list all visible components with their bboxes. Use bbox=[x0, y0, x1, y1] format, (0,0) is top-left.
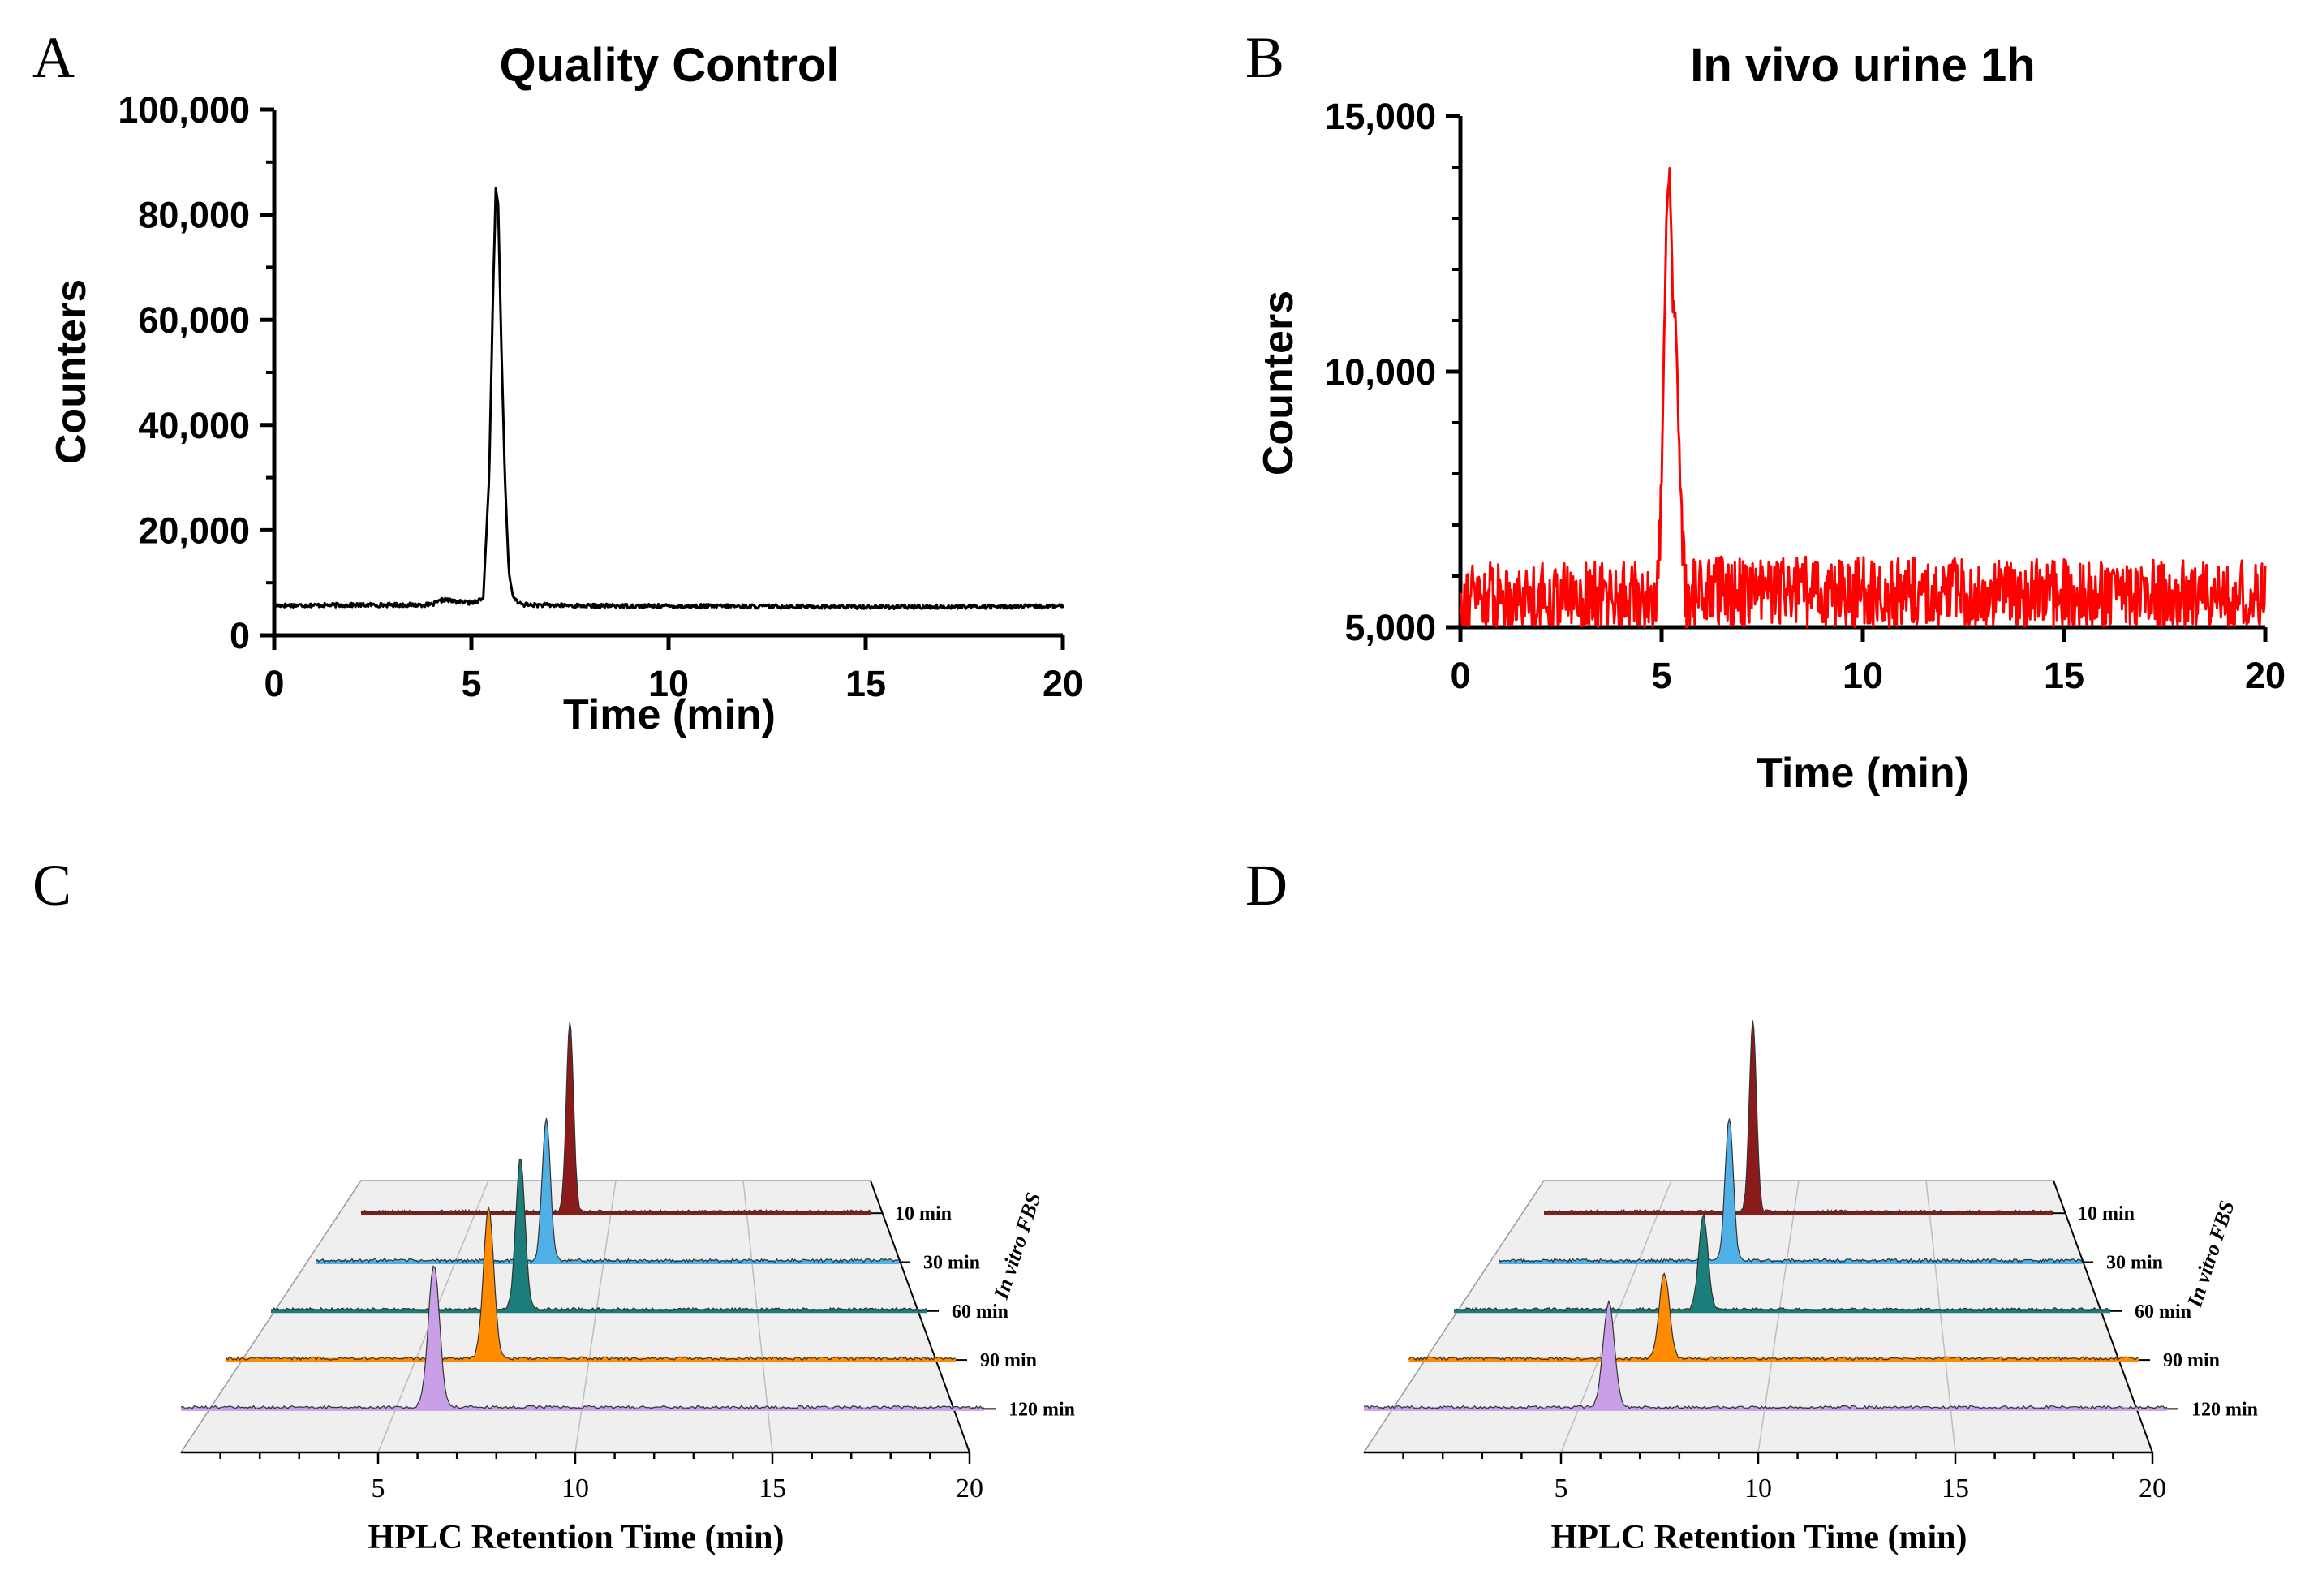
series-trace bbox=[1408, 1272, 2139, 1362]
x-tick-label: 5 bbox=[1555, 1473, 1568, 1504]
series-label: 10 min bbox=[895, 1203, 952, 1224]
series-label: 60 min bbox=[2135, 1301, 2191, 1323]
chart-b-xlabel: Time (min) bbox=[1757, 750, 1969, 797]
chart-c-xlabel: HPLC Retention Time (min) bbox=[368, 1519, 785, 1556]
waterfall-floor bbox=[179, 1180, 971, 1453]
y-tick-label: 5,000 bbox=[1344, 607, 1436, 648]
series-label: 10 min bbox=[2078, 1203, 2135, 1224]
series-trace bbox=[1453, 1214, 2111, 1312]
y-tick-label: 10,000 bbox=[1324, 351, 1436, 393]
panel-letter-b: B bbox=[1245, 25, 1284, 90]
panel-letter-a: A bbox=[32, 25, 75, 90]
x-tick-label: 0 bbox=[264, 663, 284, 704]
chart-d-waterfall: 5 10 15 20 10 min 30 min 60 min 90 min 120 min bbox=[1362, 1020, 2258, 1504]
y-tick-label: 40,000 bbox=[138, 405, 250, 446]
chart-a-plot-area bbox=[273, 187, 1064, 610]
x-tick-label: 0 bbox=[1450, 655, 1470, 696]
x-tick-label: 5 bbox=[1651, 655, 1671, 696]
x-tick-label: 15 bbox=[759, 1473, 786, 1504]
x-tick-label: 10 bbox=[561, 1473, 589, 1504]
chart-d-xlabel: HPLC Retention Time (min) bbox=[1551, 1519, 1967, 1556]
series-trace bbox=[316, 1117, 900, 1263]
series-line bbox=[273, 187, 1064, 610]
x-tick-label: 15 bbox=[2044, 655, 2084, 696]
chart-b-title: In vivo urine 1h bbox=[1690, 39, 2035, 92]
x-tick-label: 10 bbox=[1843, 655, 1883, 696]
y-tick-label: 20,000 bbox=[138, 510, 250, 551]
chart-d: 5 10 15 20 10 min 30 min 60 min 90 min 120 min H… bbox=[1362, 1020, 2258, 1556]
series-trace bbox=[360, 1022, 871, 1215]
series-trace bbox=[226, 1206, 956, 1362]
series-trace bbox=[270, 1159, 928, 1312]
chart-a-ylabel: Counters bbox=[48, 279, 95, 464]
series-trace bbox=[1363, 1299, 2168, 1410]
chart-c-zlabel: In vitro FBS bbox=[989, 1189, 1046, 1302]
chart-b-plot-area bbox=[1459, 167, 2267, 629]
x-tick-label: 10 bbox=[648, 663, 689, 704]
x-tick-label: 15 bbox=[845, 663, 886, 704]
x-tick-label: 20 bbox=[1043, 663, 1083, 704]
chart-a-axes: 0 5 10 15 20 0 20,000 40,000 60,000 80,000 100,000 bbox=[118, 89, 1083, 704]
series-trace bbox=[1543, 1020, 2054, 1215]
x-tick-label: 20 bbox=[2139, 1473, 2166, 1504]
series-label: 120 min bbox=[2191, 1399, 2258, 1420]
y-tick-label: 100,000 bbox=[118, 89, 250, 131]
panel-letter-d: D bbox=[1245, 853, 1288, 918]
series-line bbox=[1459, 167, 2267, 629]
chart-b-axes: 0 5 10 15 20 5,000 10,000 15,000 bbox=[1324, 96, 2286, 696]
series-label: 30 min bbox=[2106, 1253, 2163, 1274]
series-label: 30 min bbox=[923, 1253, 980, 1274]
x-tick-label: 20 bbox=[956, 1473, 983, 1504]
y-tick-label: 60,000 bbox=[138, 299, 250, 341]
y-tick-label: 0 bbox=[230, 615, 250, 656]
y-tick-label: 80,000 bbox=[138, 195, 250, 236]
chart-c-waterfall: 5 10 15 20 10 min 30 min 60 min 90 min 120 min bbox=[179, 1022, 1075, 1504]
series-label: 90 min bbox=[2163, 1350, 2220, 1371]
x-tick-label: 5 bbox=[372, 1473, 385, 1504]
chart-b-ylabel: Counters bbox=[1255, 290, 1302, 475]
chart-b: In vivo urine 1h Counters Time (min) 0 5 1… bbox=[1255, 39, 2286, 797]
x-tick-label: 5 bbox=[461, 663, 481, 704]
waterfall-floor bbox=[1362, 1180, 2154, 1453]
x-tick-label: 10 bbox=[1744, 1473, 1772, 1504]
chart-c: 5 10 15 20 10 min 30 min 60 min 90 min 120 min H… bbox=[179, 1022, 1075, 1556]
panel-letter-c: C bbox=[32, 853, 71, 918]
series-label: 60 min bbox=[952, 1301, 1008, 1323]
y-tick-label: 15,000 bbox=[1324, 96, 1436, 137]
series-trace bbox=[180, 1265, 985, 1410]
series-trace bbox=[1498, 1118, 2083, 1263]
chart-a-xlabel: Time (min) bbox=[563, 691, 776, 738]
x-tick-label: 15 bbox=[1942, 1473, 1969, 1504]
chart-a-title: Quality Control bbox=[500, 39, 840, 92]
chart-d-zlabel: In vitro FBS bbox=[2182, 1198, 2239, 1310]
chart-a: Quality Control Counters Time (min) 0 5 10… bbox=[48, 39, 1083, 738]
series-label: 90 min bbox=[980, 1350, 1037, 1371]
series-label: 120 min bbox=[1008, 1399, 1075, 1420]
x-tick-label: 20 bbox=[2245, 655, 2286, 696]
